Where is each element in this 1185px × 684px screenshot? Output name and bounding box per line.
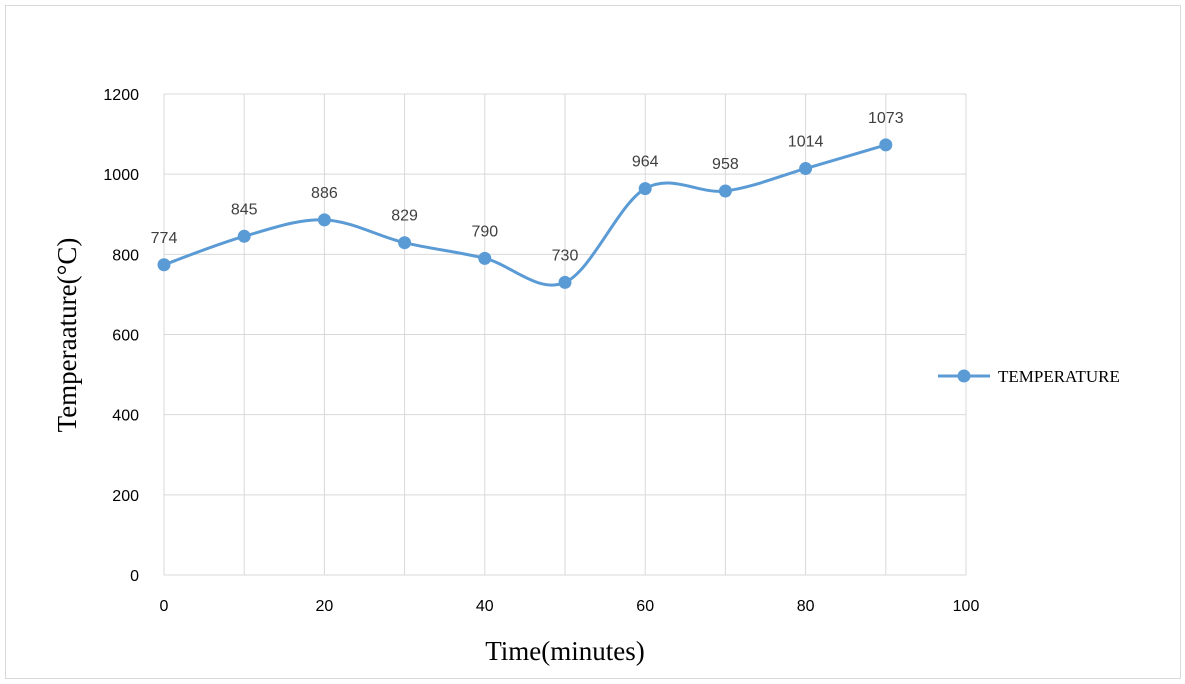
data-labels: 774 845 886 829 790 730 964 958 1014 1073 xyxy=(151,110,904,264)
y-tick-label: 400 xyxy=(112,408,139,425)
chart-frame xyxy=(5,5,1181,679)
x-tick-label: 60 xyxy=(636,598,654,615)
data-point xyxy=(237,229,251,243)
x-tick-label: 20 xyxy=(316,598,334,615)
data-label: 829 xyxy=(391,208,418,225)
gridlines xyxy=(163,93,967,576)
tick-labels: 0 200 400 600 800 1000 1200 0 20 40 60 80 100 xyxy=(103,87,979,615)
legend-label: TEMPERATURE xyxy=(998,367,1120,386)
data-label: 964 xyxy=(632,154,659,171)
series-temperature xyxy=(157,138,893,289)
data-label: 730 xyxy=(552,247,579,264)
y-tick-label: 800 xyxy=(112,247,139,264)
data-point xyxy=(558,275,572,289)
data-point xyxy=(879,138,893,152)
legend-marker-swatch xyxy=(957,369,971,383)
data-point xyxy=(638,182,652,196)
y-tick-label: 600 xyxy=(112,328,139,345)
series-line-temperature xyxy=(162,143,888,287)
data-label: 958 xyxy=(712,156,739,173)
x-tick-label: 80 xyxy=(797,598,815,615)
legend: TEMPERATURE xyxy=(938,367,1120,386)
data-label: 1073 xyxy=(868,110,904,127)
data-label: 1014 xyxy=(788,134,824,151)
data-label: 790 xyxy=(471,223,498,240)
data-point xyxy=(317,213,331,227)
data-point xyxy=(478,251,492,265)
y-tick-label: 1000 xyxy=(103,167,139,184)
y-tick-label: 1200 xyxy=(103,87,139,104)
x-axis-title: Time(minutes) xyxy=(485,636,645,666)
data-label: 845 xyxy=(231,201,258,218)
data-point xyxy=(398,236,412,250)
data-point xyxy=(718,184,732,198)
x-tick-label: 100 xyxy=(953,598,980,615)
y-tick-label: 0 xyxy=(130,568,139,585)
x-tick-label: 0 xyxy=(160,598,169,615)
data-label: 886 xyxy=(311,185,338,202)
data-point xyxy=(157,258,171,272)
data-label: 774 xyxy=(151,230,178,247)
x-tick-label: 40 xyxy=(476,598,494,615)
y-tick-label: 200 xyxy=(112,488,139,505)
data-point xyxy=(799,162,813,176)
y-axis-title: Temperaature(°C) xyxy=(52,238,82,433)
